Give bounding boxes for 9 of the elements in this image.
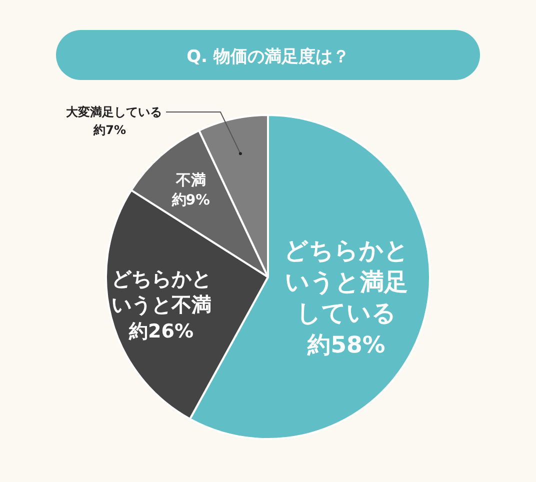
data-label: 約26% xyxy=(128,320,194,342)
data-label: 約58% xyxy=(306,332,386,358)
data-label: 約7% xyxy=(92,123,126,137)
chart-title: Q. 物価の満足度は？ xyxy=(186,47,350,67)
slice-label: どちらかというと満足している xyxy=(284,236,409,328)
data-label: 約9% xyxy=(170,192,210,209)
slice-label: 大変満足している xyxy=(66,105,162,119)
slice-label: どちらかというと不満 xyxy=(111,266,212,316)
slice-label: 不満 xyxy=(174,171,206,190)
